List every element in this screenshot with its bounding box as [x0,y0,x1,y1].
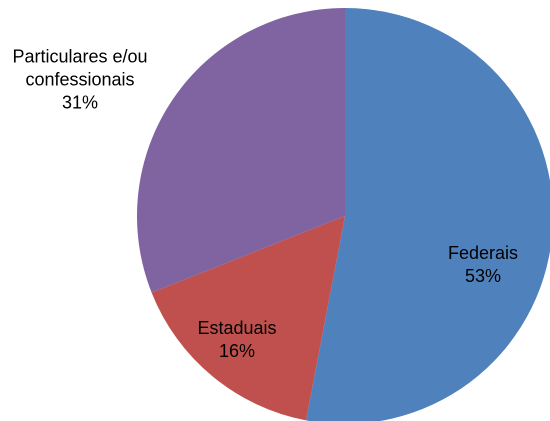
category-label: Estaduais [197,318,277,338]
category-label: Federais [447,243,519,263]
slice-label: Estaduais 16% [177,317,297,363]
pie-slice [151,216,345,421]
slice-label: Federais 53% [423,242,543,288]
value-label: 16% [218,341,256,361]
slice-label: Particulares e/ou confessionais 31% [0,46,163,115]
pie-slice [306,8,550,421]
category-label: Particulares e/ou confessionais [12,46,148,90]
value-label: 53% [464,266,502,286]
pie-slice [136,8,345,293]
value-label: 31% [61,92,99,113]
